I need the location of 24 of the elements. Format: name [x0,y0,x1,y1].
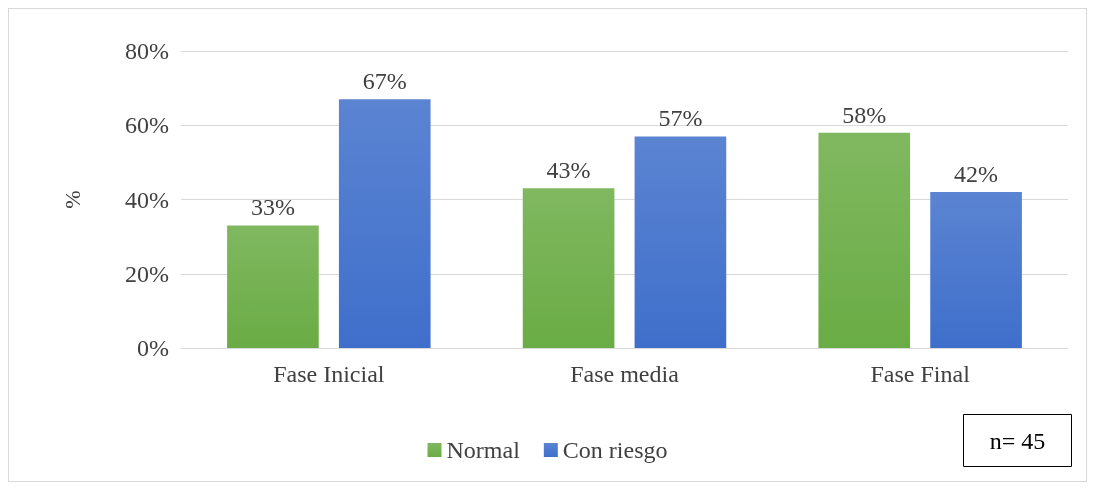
data-label: 57% [658,105,703,132]
legend-label: Con riesgo [562,437,668,463]
data-label: 67% [362,68,407,95]
y-tick-label: 40% [125,186,169,213]
x-tick-label: Fase media [570,361,680,387]
bar [818,132,911,348]
bar [338,99,431,348]
data-label: 43% [546,157,591,184]
y-tick-label: 20% [125,260,169,287]
bar [522,188,615,348]
bar [930,192,1022,348]
bar [634,136,727,348]
data-label: 42% [954,161,999,188]
bar [227,225,319,348]
data-label: 58% [842,101,887,128]
y-axis-title: % [59,190,85,209]
y-tick-label: 80% [125,38,169,64]
text: n= 45 [989,427,1046,454]
x-tick-label: Fase Final [870,361,971,387]
y-tick-label: 60% [125,112,169,139]
legend-label: Normal [446,437,521,463]
x-tick-label: Fase Inicial [273,361,385,387]
y-tick-label: 0% [137,335,169,361]
data-label: 33% [250,194,295,221]
